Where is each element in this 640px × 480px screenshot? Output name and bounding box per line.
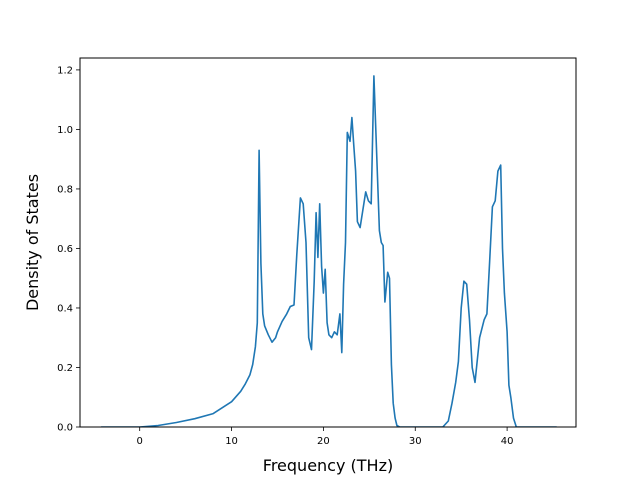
y-tick-label: 1.2: [57, 65, 73, 76]
y-tick-label: 0.2: [57, 363, 73, 374]
y-axis-label: Density of States: [23, 174, 42, 311]
x-tick-label: 0: [137, 436, 143, 447]
x-tick-label: 20: [317, 436, 330, 447]
dos-series-line: [101, 75, 557, 427]
x-axis-label: Frequency (THz): [263, 456, 393, 475]
y-tick-label: 0.6: [57, 244, 73, 255]
y-tick-label: 0.0: [57, 423, 73, 434]
x-tick-label: 10: [225, 436, 238, 447]
y-tick-label: 0.4: [57, 303, 73, 314]
y-tick-label: 0.8: [57, 184, 73, 195]
axis-ticks: 0 10 20 30 40 0.0 0.2 0.4 0.6 0.8 1.0 1.2: [57, 65, 513, 447]
x-tick-label: 30: [409, 436, 422, 447]
x-tick-label: 40: [501, 436, 514, 447]
y-tick-label: 1.0: [57, 125, 73, 136]
axes-frame: [79, 57, 577, 428]
plot-area: [101, 75, 557, 427]
